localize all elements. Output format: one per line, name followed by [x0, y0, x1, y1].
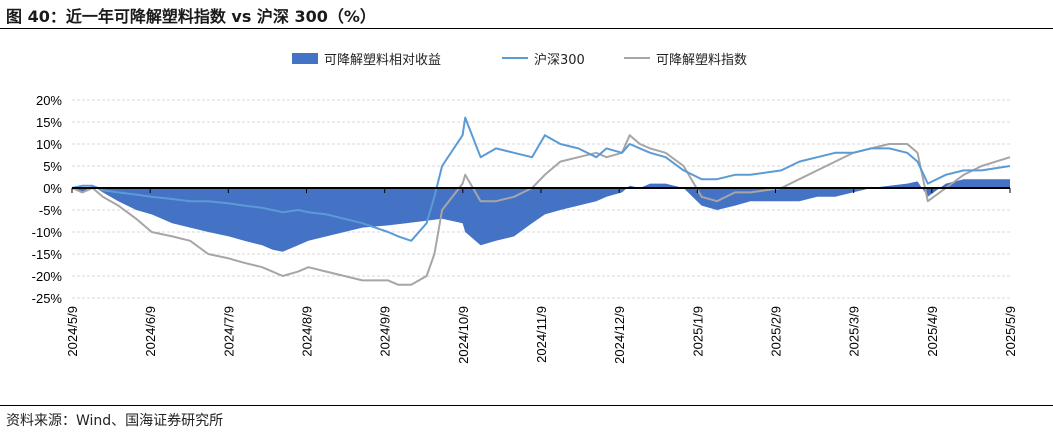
legend-label-relative: 可降解塑料相对收益: [324, 52, 442, 68]
x-tick-label: 2024/6/9: [143, 306, 158, 357]
x-tick-label: 2024/8/9: [300, 306, 315, 357]
y-tick-label: -15%: [32, 247, 63, 262]
y-tick-label: -5%: [39, 203, 63, 218]
x-tick-label: 2024/12/9: [612, 306, 627, 364]
legend-swatch-relative: [292, 52, 318, 64]
y-tick-label: 20%: [36, 93, 62, 108]
x-tick-label: 2025/4/9: [925, 306, 940, 357]
x-tick-label: 2025/5/9: [1003, 306, 1018, 357]
y-tick-label: -20%: [32, 269, 63, 284]
top-rule: [0, 28, 1053, 29]
bottom-rule: [0, 405, 1053, 406]
y-tick-label: -10%: [32, 225, 63, 240]
chart-area: -25% -20% -15% -10% -5% 0% 5% 10% 15% 20% 2024/5/9…: [32, 93, 1018, 364]
y-tick-label: 15%: [36, 115, 62, 130]
x-tick-label: 2024/10/9: [456, 306, 471, 364]
y-tick-label: 0%: [43, 181, 62, 196]
x-tick-label: 2024/5/9: [65, 306, 80, 357]
legend-swatch-plastic: [624, 57, 650, 59]
line-plastic-index: [71, 134, 1011, 286]
x-tick-label: 2024/11/9: [534, 306, 549, 363]
y-tick-label: 10%: [36, 137, 62, 152]
figure-title: 图 40：近一年可降解塑料指数 vs 沪深 300（%）: [6, 7, 376, 26]
x-tick-label: 2025/3/9: [847, 306, 862, 357]
source-note: 资料来源：Wind、国海证券研究所: [6, 413, 224, 429]
legend-item-plastic: 可降解塑料指数: [624, 48, 747, 68]
legend-label-hs300: 沪深300: [534, 52, 585, 68]
legend-swatch-hs300: [502, 57, 528, 59]
legend-item-relative: 可降解塑料相对收益: [292, 48, 441, 68]
area-relative-return: [72, 179, 1010, 252]
legend-item-hs300: 沪深300: [502, 48, 585, 68]
line-hs300: [71, 116, 1011, 242]
x-tick-label: 2025/1/9: [690, 306, 705, 357]
legend: 可降解塑料相对收益 沪深300 可降解塑料指数: [0, 48, 1053, 68]
y-tick-label: 5%: [43, 159, 62, 174]
y-tick-label: -25%: [32, 291, 63, 306]
legend-label-plastic: 可降解塑料指数: [656, 52, 748, 68]
x-tick-label: 2024/7/9: [221, 306, 236, 357]
x-tick-label: 2024/9/9: [378, 306, 393, 357]
x-tick-label: 2025/2/9: [769, 306, 784, 357]
